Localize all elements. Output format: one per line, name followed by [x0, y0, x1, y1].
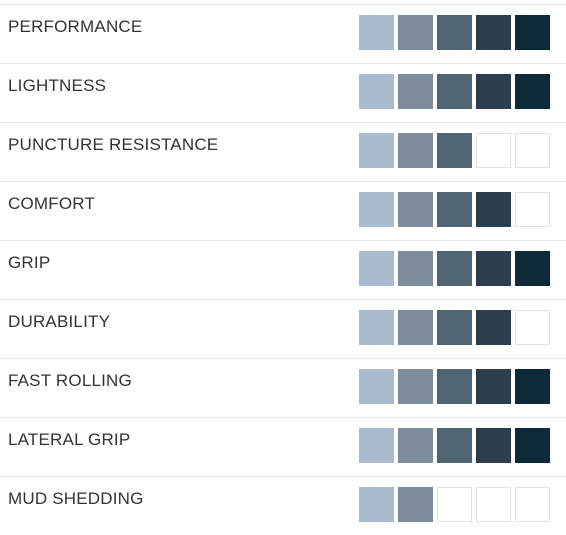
rating-bar [359, 428, 550, 463]
rating-segment-filled [398, 133, 433, 168]
rating-row-lightness: LIGHTNESS [0, 63, 566, 122]
rating-segment-empty [476, 487, 511, 522]
rating-label: GRIP [8, 253, 51, 272]
rating-row-durability: DURABILITY [0, 299, 566, 358]
rating-segment-filled [476, 310, 511, 345]
rating-label: PERFORMANCE [8, 17, 143, 36]
rating-segment-filled [359, 15, 394, 50]
rating-row-comfort: COMFORT [0, 181, 566, 240]
rating-segment-filled [476, 251, 511, 286]
rating-bar [359, 74, 550, 109]
rating-segment-filled [437, 15, 472, 50]
ratings-table: PERFORMANCE LIGHTNESS PUNCTURE RESISTANC… [0, 4, 566, 535]
rating-segment-filled [476, 428, 511, 463]
rating-segment-filled [437, 428, 472, 463]
rating-segment-filled [515, 428, 550, 463]
rating-row-puncture-resistance: PUNCTURE RESISTANCE [0, 122, 566, 181]
rating-segment-filled [437, 310, 472, 345]
rating-label: LIGHTNESS [8, 76, 107, 95]
rating-segment-empty [515, 192, 550, 227]
rating-segment-filled [515, 369, 550, 404]
rating-segment-filled [437, 133, 472, 168]
rating-segment-filled [515, 251, 550, 286]
rating-segment-filled [476, 192, 511, 227]
rating-segment-filled [437, 192, 472, 227]
rating-label: COMFORT [8, 194, 96, 213]
rating-label: DURABILITY [8, 312, 111, 331]
rating-segment-filled [359, 487, 394, 522]
rating-segment-filled [359, 310, 394, 345]
rating-bar [359, 15, 550, 50]
rating-segment-filled [398, 369, 433, 404]
rating-segment-filled [398, 15, 433, 50]
rating-segment-filled [398, 251, 433, 286]
rating-segment-filled [359, 74, 394, 109]
rating-segment-filled [476, 369, 511, 404]
rating-label: LATERAL GRIP [8, 430, 131, 449]
rating-segment-filled [398, 428, 433, 463]
rating-segment-filled [437, 251, 472, 286]
rating-row-lateral-grip: LATERAL GRIP [0, 417, 566, 476]
rating-row-performance: PERFORMANCE [0, 4, 566, 63]
rating-segment-empty [515, 133, 550, 168]
rating-segment-filled [359, 428, 394, 463]
rating-row-grip: GRIP [0, 240, 566, 299]
rating-segment-filled [437, 74, 472, 109]
rating-segment-filled [398, 310, 433, 345]
rating-bar [359, 192, 550, 227]
rating-segment-filled [476, 15, 511, 50]
rating-bar [359, 487, 550, 522]
rating-segment-filled [359, 192, 394, 227]
rating-label: PUNCTURE RESISTANCE [8, 135, 219, 154]
rating-bar [359, 310, 550, 345]
rating-label: MUD SHEDDING [8, 489, 144, 508]
rating-bar [359, 133, 550, 168]
rating-segment-filled [515, 74, 550, 109]
rating-segment-filled [359, 369, 394, 404]
rating-segment-empty [515, 487, 550, 522]
rating-segment-empty [437, 487, 472, 522]
rating-label: FAST ROLLING [8, 371, 132, 390]
rating-segment-filled [437, 369, 472, 404]
rating-segment-filled [515, 15, 550, 50]
rating-bar [359, 369, 550, 404]
rating-segment-filled [359, 133, 394, 168]
rating-bar [359, 251, 550, 286]
rating-segment-filled [398, 192, 433, 227]
rating-segment-filled [476, 74, 511, 109]
rating-segment-empty [476, 133, 511, 168]
rating-segment-empty [515, 310, 550, 345]
rating-segment-filled [398, 487, 433, 522]
rating-segment-filled [359, 251, 394, 286]
rating-segment-filled [398, 74, 433, 109]
rating-row-mud-shedding: MUD SHEDDING [0, 476, 566, 535]
rating-row-fast-rolling: FAST ROLLING [0, 358, 566, 417]
